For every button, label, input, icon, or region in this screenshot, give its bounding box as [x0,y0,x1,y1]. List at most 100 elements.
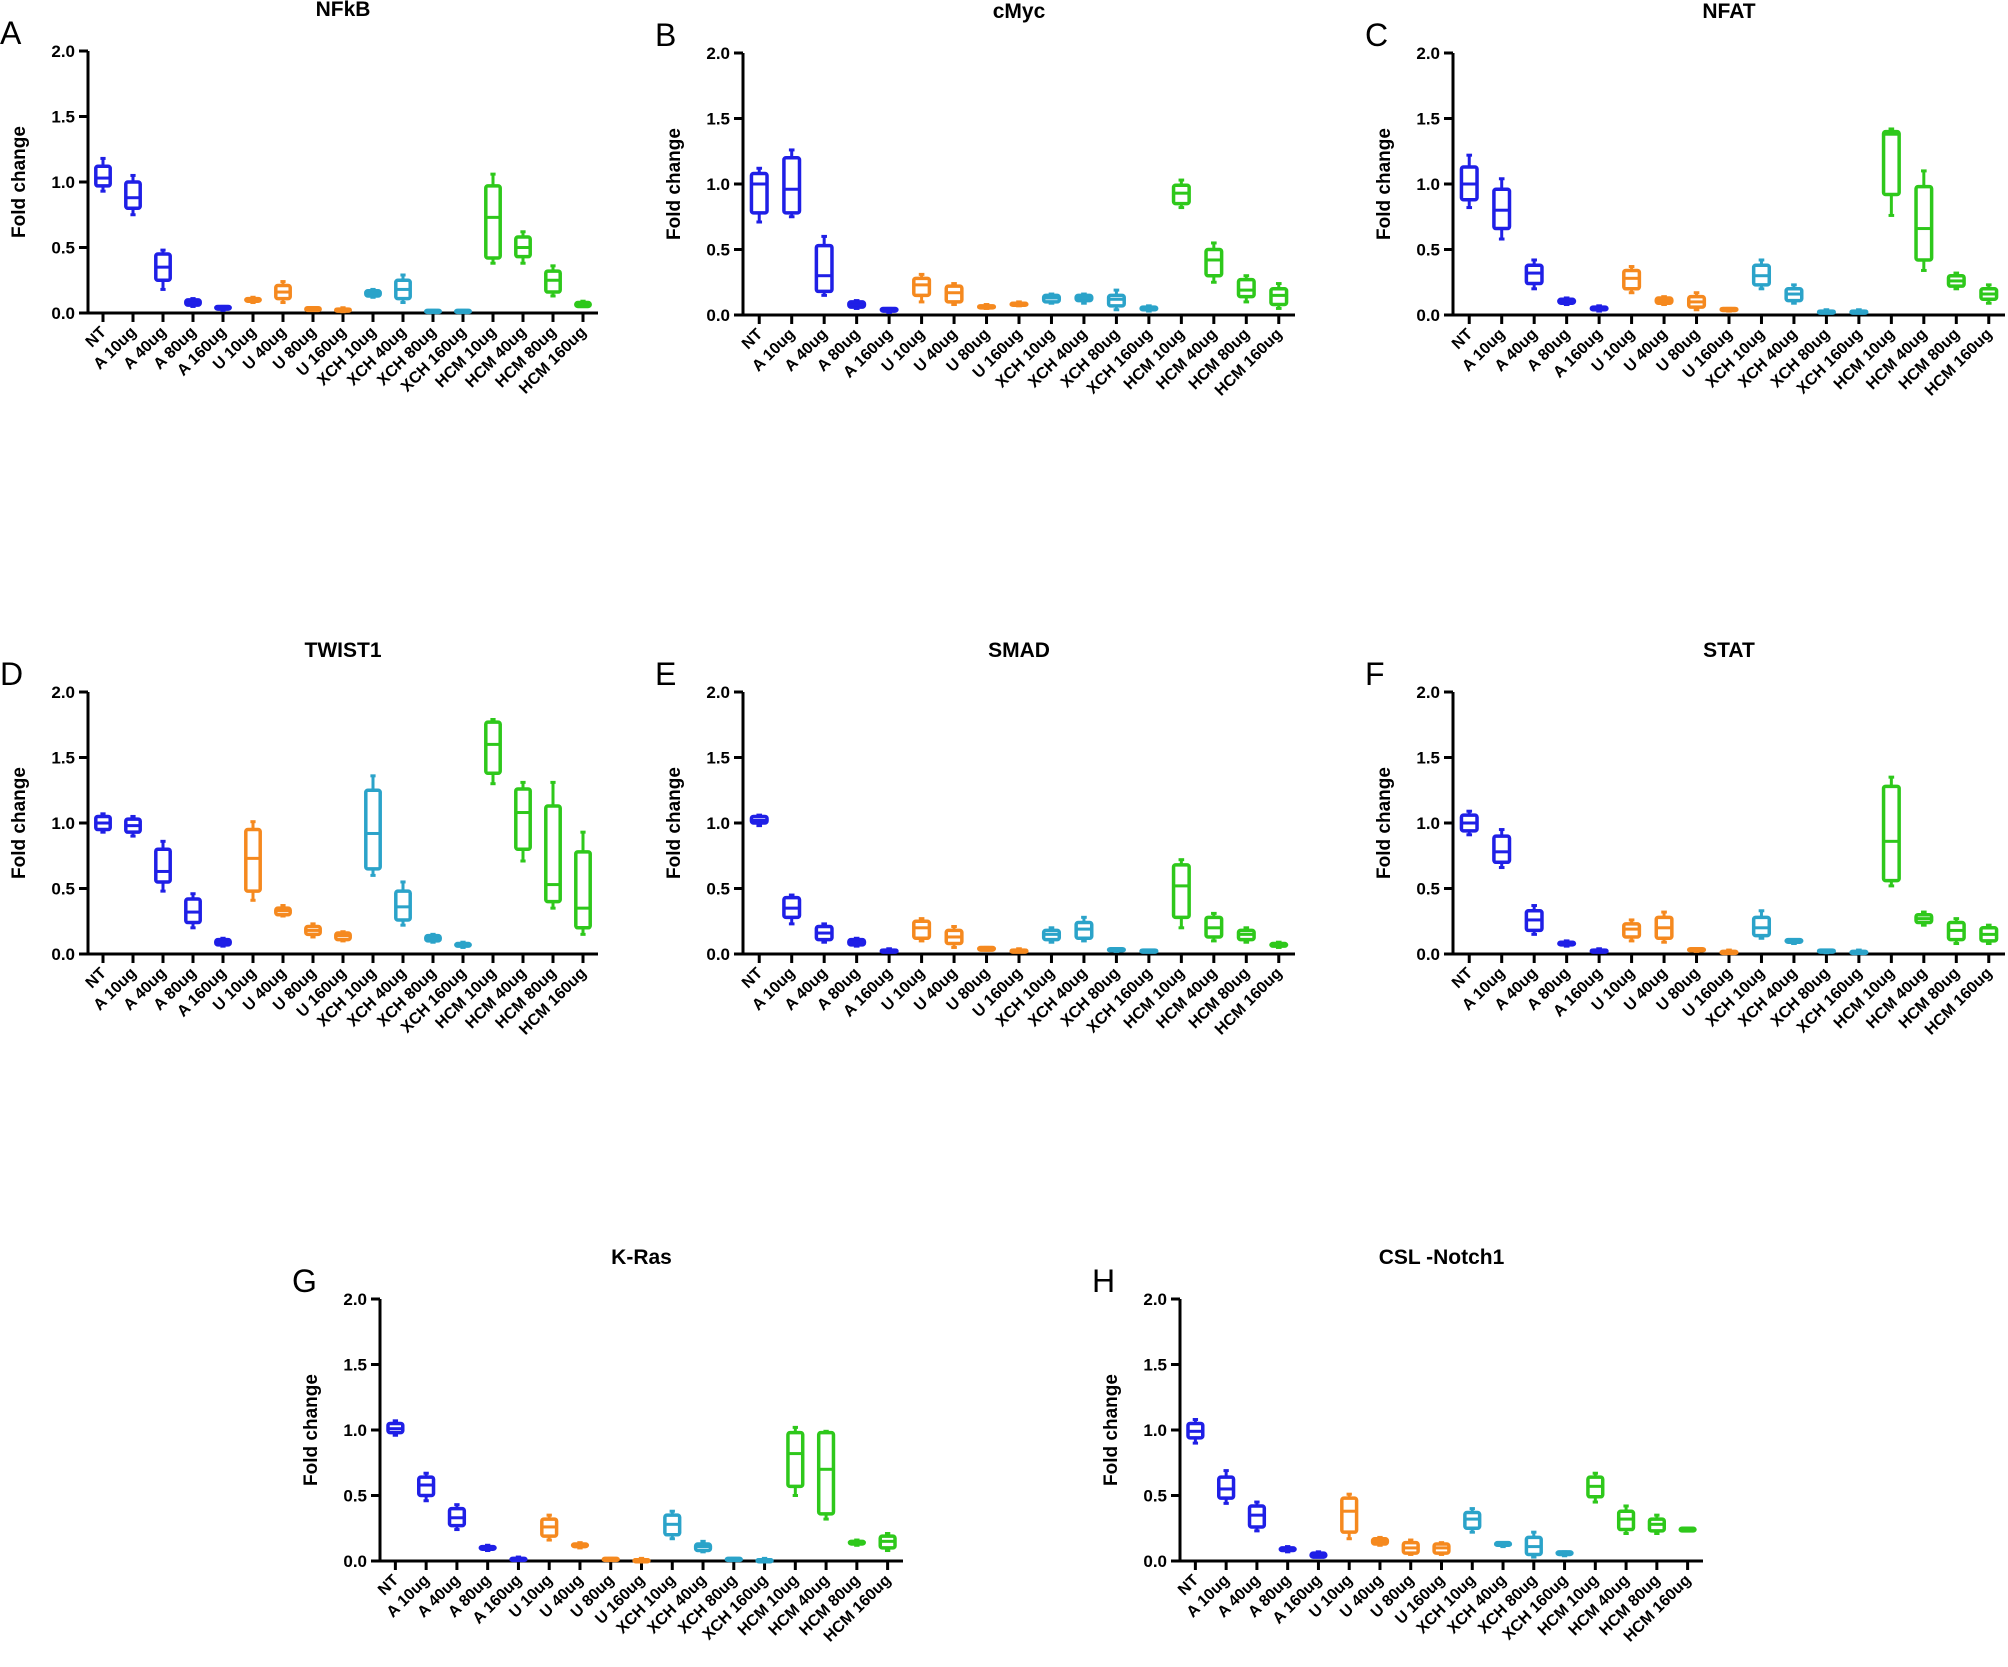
box-u-10ug [540,1513,559,1542]
box-u-10ug [1622,265,1642,295]
iqr-box [1881,129,1901,197]
y-tick-label: 0.0 [1143,1552,1167,1571]
y-tick-label: 0.5 [706,880,730,899]
box-u-80ug [1686,947,1707,953]
box-hcm-160ug [574,299,592,309]
y-tick-label: 1.0 [1143,1421,1167,1440]
box-u-80ug [976,945,997,952]
box-xch-160ug [454,308,472,315]
iqr-box [816,1430,836,1516]
box-nt [749,166,769,224]
y-tick-label: 0.0 [1416,945,1440,964]
box-xch-160ug [1139,304,1159,313]
box-a-160ug [879,947,899,954]
box-xch-80ug [424,308,442,315]
y-tick-label: 2.0 [1416,683,1440,702]
iqr-box [364,788,382,871]
box-a-80ug [478,1543,497,1553]
box-hcm-80ug [1647,1513,1666,1535]
box-a-40ug [1524,904,1544,936]
box-xch-40ug [693,1539,713,1554]
y-tick-label: 2.0 [706,683,730,702]
box-xch-40ug [1074,915,1094,943]
box-xch-80ug [1106,288,1126,312]
chart-title: STAT [1703,639,1755,662]
panel-letter: A [0,15,22,51]
box-hcm-10ug [786,1425,805,1497]
y-tick-label: 1.0 [343,1421,367,1440]
box-u-160ug [632,1556,651,1564]
iqr-box [912,919,932,941]
box-u-160ug [1719,306,1739,313]
iqr-box [749,171,769,215]
y-tick-label: 2.0 [1143,1290,1167,1309]
box-u-160ug [334,306,352,314]
box-xch-10ug [1041,292,1062,305]
iqr-box [1340,1496,1359,1534]
box-u-40ug [1370,1535,1390,1547]
box-xch-10ug [1463,1507,1482,1534]
iqr-box [514,787,532,851]
y-tick-label: 0.0 [343,1552,367,1571]
box-u-80ug [304,306,322,313]
box-a-160ug [214,304,232,312]
box-hcm-10ug [1881,775,1901,888]
box-u-40ug [944,924,964,949]
y-tick-label: 1.5 [343,1356,367,1375]
box-a-160ug [1589,947,1609,954]
panel-letter: F [1365,656,1385,692]
box-xch-80ug [1524,1530,1543,1559]
box-nt [94,812,112,834]
y-tick-label: 0.5 [1143,1487,1167,1506]
chart-title: CSL -Notch1 [1379,1246,1505,1269]
y-tick-label: 1.5 [1143,1356,1167,1375]
box-xch-160ug [755,1556,774,1564]
box-xch-160ug [1555,1550,1574,1558]
box-hcm-10ug [1881,127,1901,217]
box-xch-10ug [663,1509,682,1541]
box-hcm-10ug [1586,1471,1605,1504]
box-a-10ug [417,1471,436,1503]
y-axis-label: Fold change [1374,128,1395,240]
chart-title: NFAT [1702,0,1755,23]
box-nt [1459,809,1479,837]
box-u-80ug [1686,291,1707,312]
box-hcm-80ug [1236,926,1256,944]
iqr-box [782,156,802,215]
box-u-160ug [334,930,352,943]
box-a-80ug [847,299,867,310]
box-xch-40ug [394,273,412,305]
box-hcm-40ug [1204,241,1224,284]
panel-letter: B [655,17,676,53]
box-a-40ug [1247,1500,1267,1533]
box-hcm-40ug [1204,911,1224,943]
y-tick-label: 1.5 [706,110,730,129]
box-hcm-160ug [878,1531,897,1553]
box-xch-40ug [394,880,412,927]
box-hcm-80ug [1946,917,1966,946]
y-tick-label: 2.0 [51,683,75,702]
iqr-box [94,164,112,188]
box-xch-80ug [1816,948,1836,955]
box-u-10ug [912,272,932,304]
iqr-box [1914,184,1934,262]
iqr-box [1492,834,1512,865]
box-a-10ug [782,148,802,219]
box-hcm-10ug [1171,858,1191,930]
box-xch-40ug [1074,292,1094,305]
box-a-40ug [1524,258,1544,291]
box-hcm-80ug [544,264,562,298]
box-hcm-160ug [1269,940,1289,949]
iqr-box [124,180,142,210]
box-a-160ug [879,306,899,314]
y-tick-label: 1.0 [706,814,730,833]
panel-letter: G [292,1263,317,1299]
iqr-box [912,276,932,298]
y-axis-label: Fold change [664,128,685,240]
y-tick-label: 0.5 [343,1487,367,1506]
iqr-box [1171,863,1191,920]
